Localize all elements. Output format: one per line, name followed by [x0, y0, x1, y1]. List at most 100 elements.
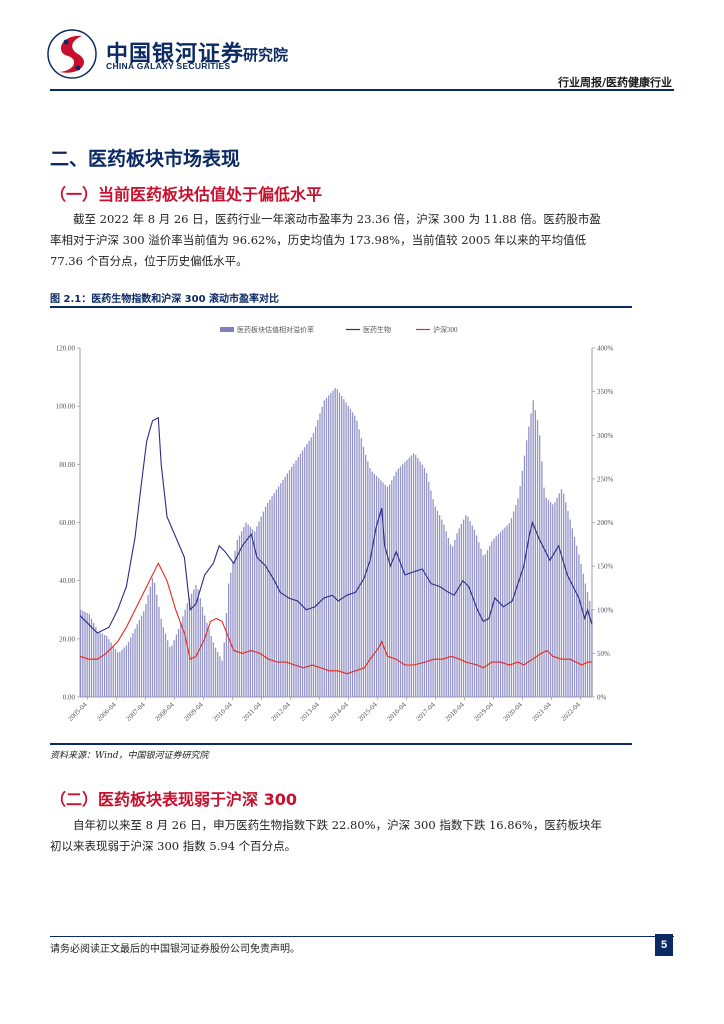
premium-bar: [441, 520, 442, 697]
premium-bar: [432, 499, 433, 697]
y-left-tick-label: 40.00: [59, 577, 75, 585]
premium-bar: [413, 453, 414, 697]
premium-bar: [202, 607, 203, 697]
premium-bar: [406, 460, 407, 697]
y-right-tick-label: 0%: [597, 694, 607, 702]
premium-bar: [556, 498, 557, 697]
x-tick-label: 2011-04: [241, 700, 263, 722]
premium-bar: [398, 469, 399, 697]
premium-bar: [480, 549, 481, 697]
premium-bar: [234, 551, 235, 697]
premium-bar: [415, 455, 416, 697]
premium-bar: [141, 616, 142, 697]
premium-bar: [528, 427, 529, 697]
report-category: 行业周报/医药健康行业: [558, 74, 672, 90]
figure-bottom-rule: [50, 743, 632, 745]
premium-bar: [106, 636, 107, 697]
y-left-tick-label: 80.00: [59, 461, 75, 469]
premium-bar: [217, 652, 218, 697]
premium-bar: [378, 478, 379, 697]
premium-bar: [552, 504, 553, 697]
premium-bar: [467, 517, 468, 697]
y-left-tick-label: 0.00: [63, 694, 76, 702]
premium-bar: [485, 554, 486, 697]
x-tick-label: 2018-04: [444, 700, 467, 723]
premium-bar: [513, 512, 514, 697]
premium-bar: [160, 619, 161, 697]
premium-bar: [124, 648, 125, 697]
premium-bar: [324, 400, 325, 697]
premium-bar: [437, 511, 438, 697]
premium-bar: [567, 511, 568, 697]
y-left-tick-label: 60.00: [59, 519, 75, 527]
premium-bar: [326, 398, 327, 697]
premium-bar: [332, 391, 333, 697]
premium-bar: [119, 652, 120, 697]
premium-bar: [500, 532, 501, 697]
premium-bar: [376, 476, 377, 697]
institute-label: 研究院: [243, 44, 288, 65]
x-tick-label: 2012-04: [270, 700, 293, 723]
premium-bar: [339, 393, 340, 697]
premium-bar: [461, 524, 462, 697]
premium-bar: [254, 531, 255, 697]
header-divider: [50, 89, 674, 91]
premium-bar: [150, 586, 151, 697]
premium-bar: [419, 461, 420, 697]
premium-bar: [311, 437, 312, 697]
premium-bar: [145, 604, 146, 697]
premium-bar: [241, 531, 242, 697]
premium-bar: [454, 540, 455, 697]
premium-bar: [385, 485, 386, 697]
figure-title: 图 2.1：医药生物指数和沪深 300 滚动市盈率对比: [50, 290, 279, 305]
premium-bar: [91, 618, 92, 697]
premium-bar: [482, 555, 483, 697]
premium-bar: [446, 531, 447, 697]
premium-bar: [448, 538, 449, 697]
premium-bar: [543, 488, 544, 697]
premium-bar: [550, 502, 551, 697]
y-right-tick-label: 150%: [597, 563, 614, 571]
premium-bar: [580, 564, 581, 697]
galaxy-logo-icon: [46, 28, 98, 80]
premium-bar: [137, 624, 138, 697]
premium-bar: [295, 460, 296, 697]
premium-bar: [213, 642, 214, 697]
premium-bar: [243, 527, 244, 697]
premium-bar: [358, 429, 359, 697]
subsection-title-valuation: （一）当前医药板块估值处于偏低水平: [50, 181, 322, 205]
premium-bar: [228, 584, 229, 697]
premium-bar: [130, 637, 131, 697]
premium-bar: [261, 517, 262, 697]
premium-bar: [369, 468, 370, 697]
paragraph-performance-text: 自年初以来至 8 月 26 日，申万医药生物指数下跌 22.80%，沪深 300…: [50, 818, 602, 853]
premium-bar: [561, 489, 562, 697]
premium-bar: [530, 413, 531, 697]
x-tick-label: 2008-04: [154, 700, 177, 723]
y-right-tick-label: 100%: [597, 606, 614, 614]
premium-bar: [363, 447, 364, 697]
premium-bar: [315, 427, 316, 697]
x-tick-label: 2015-04: [357, 700, 380, 723]
premium-bar: [565, 502, 566, 697]
premium-bar: [533, 400, 534, 697]
premium-bar: [585, 584, 586, 697]
x-tick-label: 2017-04: [415, 700, 438, 723]
premium-bar: [472, 525, 473, 697]
premium-bar: [345, 403, 346, 697]
premium-bar: [491, 541, 492, 697]
premium-bar: [104, 635, 105, 697]
premium-bar: [372, 472, 373, 697]
figure-top-rule: [50, 306, 632, 308]
premium-bar: [443, 525, 444, 697]
premium-bar: [546, 498, 547, 697]
premium-bar: [535, 410, 536, 697]
premium-bar: [158, 607, 159, 697]
premium-bar: [126, 645, 127, 697]
premium-bar: [143, 611, 144, 697]
y-right-tick-label: 200%: [597, 519, 614, 527]
premium-bar: [110, 642, 111, 697]
premium-bar: [428, 482, 429, 697]
premium-bar: [189, 598, 190, 697]
premium-bar: [361, 438, 362, 697]
